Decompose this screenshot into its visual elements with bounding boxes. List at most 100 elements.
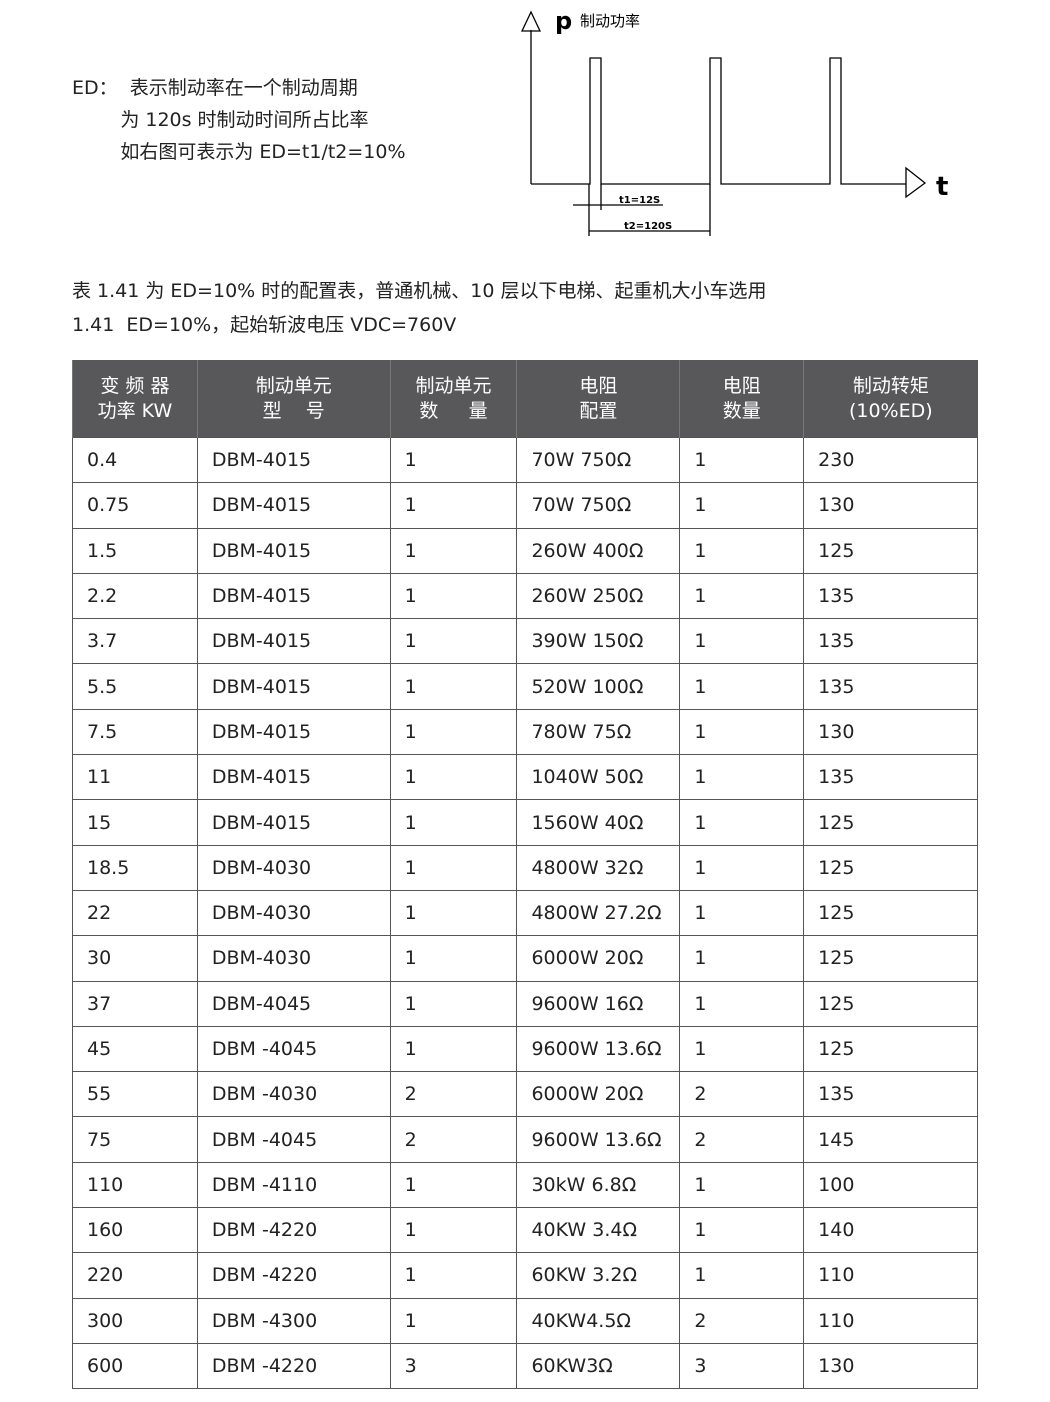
table-row: 0.75 DBM-4015 1 70W 750Ω 1 130	[72, 482, 978, 529]
table-cell: 1	[679, 482, 805, 529]
table-row: 300 DBM -4300 1 40KW4.5Ω 2 110	[72, 1297, 978, 1344]
table-cell: 4800W 27.2Ω	[516, 889, 681, 937]
table-cell: 6000W 20Ω	[516, 1071, 681, 1118]
table-row: 30 DBM-4030 1 6000W 20Ω 1 125	[72, 935, 978, 982]
table-cell: 60KW3Ω	[516, 1342, 681, 1390]
table-cell: 1	[679, 572, 805, 620]
table-cell: 1	[389, 980, 518, 1027]
table-cell: DBM-4045	[196, 980, 391, 1027]
table-cell: 1	[679, 527, 805, 574]
table-caption: 表 1.41 为 ED=10% 时的配置表，普通机械、10 层以下电梯、起重机大…	[72, 280, 767, 302]
table-cell: 520W 100Ω	[516, 663, 681, 710]
table-cell: 3.7	[72, 618, 198, 665]
table-row: 55 DBM -4030 2 6000W 20Ω 2 135	[72, 1071, 978, 1118]
table-cell: DBM-4015	[196, 482, 391, 529]
table-cell: 145	[803, 1116, 978, 1163]
table-cell: 1	[679, 1161, 805, 1209]
table-row: 75 DBM -4045 2 9600W 13.6Ω 2 145	[72, 1116, 978, 1163]
table-cell: 22	[72, 889, 198, 937]
table-cell: 780W 75Ω	[516, 708, 681, 756]
table-cell: DBM -4045	[196, 1116, 391, 1163]
table-cell: 1	[389, 482, 518, 529]
table-cell: 0.4	[72, 436, 198, 484]
table-cell: DBM -4110	[196, 1161, 391, 1209]
table-cell: DBM -4220	[196, 1342, 391, 1390]
y-axis-label: p	[555, 7, 572, 35]
table-row: 160 DBM -4220 1 40KW 3.4Ω 1 140	[72, 1207, 978, 1254]
table-cell: 1	[389, 708, 518, 756]
table-cell: 1	[389, 436, 518, 484]
table-cell: 1	[389, 663, 518, 710]
table-cell: 37	[72, 980, 198, 1027]
table-cell: 3	[679, 1342, 805, 1390]
table-cell: 110	[72, 1161, 198, 1209]
table-cell: 125	[803, 1025, 978, 1073]
table-cell: DBM-4015	[196, 663, 391, 710]
table-cell: 1	[679, 754, 805, 801]
table-cell: 1	[679, 889, 805, 937]
table-cell: DBM-4030	[196, 889, 391, 937]
table-cell: 60KW 3.2Ω	[516, 1252, 681, 1299]
table-cell: 390W 150Ω	[516, 618, 681, 665]
table-cell: 11	[72, 754, 198, 801]
table-cell: 260W 400Ω	[516, 527, 681, 574]
table-cell: DBM-4015	[196, 572, 391, 620]
table-cell: 45	[72, 1025, 198, 1073]
table-cell: 1	[389, 1161, 518, 1209]
table-cell: 1	[679, 980, 805, 1027]
table-cell: 1	[389, 1207, 518, 1254]
table-row: 7.5 DBM-4015 1 780W 75Ω 1 130	[72, 708, 978, 756]
ed-line: 为 120s 时制动时间所占比率	[72, 109, 369, 131]
table-subcaption: 1.41 ED=10%，起始斩波电压 VDC=760V	[72, 314, 457, 336]
table-cell: 600	[72, 1342, 198, 1390]
table-row: 2.2 DBM-4015 1 260W 250Ω 1 135	[72, 572, 978, 620]
column-header: 制动单元 数 量	[389, 360, 517, 438]
table-cell: 2	[679, 1116, 805, 1163]
table-cell: DBM-4015	[196, 436, 391, 484]
table-cell: 2.2	[72, 572, 198, 620]
column-header: 制动单元 型 号	[196, 360, 391, 438]
table-cell: 135	[803, 618, 978, 665]
table-cell: 1	[389, 572, 518, 620]
table-cell: 1040W 50Ω	[516, 754, 681, 801]
table-cell: DBM-4015	[196, 708, 391, 756]
column-header: 变 频 器 功率 KW	[72, 360, 198, 438]
table-cell: 125	[803, 889, 978, 937]
table-cell: DBM-4030	[196, 935, 391, 982]
table-row: 110 DBM -4110 1 30kW 6.8Ω 1 100	[72, 1161, 978, 1209]
table-cell: 100	[803, 1161, 978, 1209]
table-row: 11 DBM-4015 1 1040W 50Ω 1 135	[72, 754, 978, 801]
table-cell: 15	[72, 799, 198, 846]
table-cell: 160	[72, 1207, 198, 1254]
table-cell: 1	[389, 1297, 518, 1344]
table-cell: 135	[803, 754, 978, 801]
column-header: 电阻 数量	[679, 360, 804, 438]
table-cell: 1	[679, 436, 805, 484]
table-row: 18.5 DBM-4030 1 4800W 32Ω 1 125	[72, 844, 978, 891]
table-cell: 220	[72, 1252, 198, 1299]
table-cell: 40KW4.5Ω	[516, 1297, 681, 1344]
power-pulses	[531, 57, 906, 185]
table-cell: 125	[803, 799, 978, 846]
x-axis-label: t	[936, 172, 948, 202]
table-row: 5.5 DBM-4015 1 520W 100Ω 1 135	[72, 663, 978, 710]
braking-cycle-diagram: p 制动功率 t t1=12S t2=120S	[520, 7, 948, 236]
table-cell: 125	[803, 844, 978, 891]
table-cell: 30kW 6.8Ω	[516, 1161, 681, 1209]
table-cell: 40KW 3.4Ω	[516, 1207, 681, 1254]
table-header: 变 频 器 功率 KW 制动单元 型 号制动单元 数 量电阻 配置 电阻 数量 制动转…	[72, 360, 978, 438]
table-cell: DBM-4030	[196, 844, 391, 891]
table-row: 37 DBM-4045 1 9600W 16Ω 1 125	[72, 980, 978, 1027]
table-cell: 55	[72, 1071, 198, 1118]
table-cell: 1	[679, 1252, 805, 1299]
x-axis-arrow-icon	[905, 166, 927, 199]
table-cell: 135	[803, 1071, 978, 1118]
table-row: 15 DBM-4015 1 1560W 40Ω 1 125	[72, 799, 978, 846]
table-cell: 1	[679, 663, 805, 710]
table-row: 0.4 DBM-4015 1 70W 750Ω 1 230	[72, 436, 978, 484]
table-cell: 4800W 32Ω	[516, 844, 681, 891]
table-cell: 110	[803, 1252, 978, 1299]
table-cell: 2	[389, 1116, 518, 1163]
table-cell: 1	[389, 527, 518, 574]
